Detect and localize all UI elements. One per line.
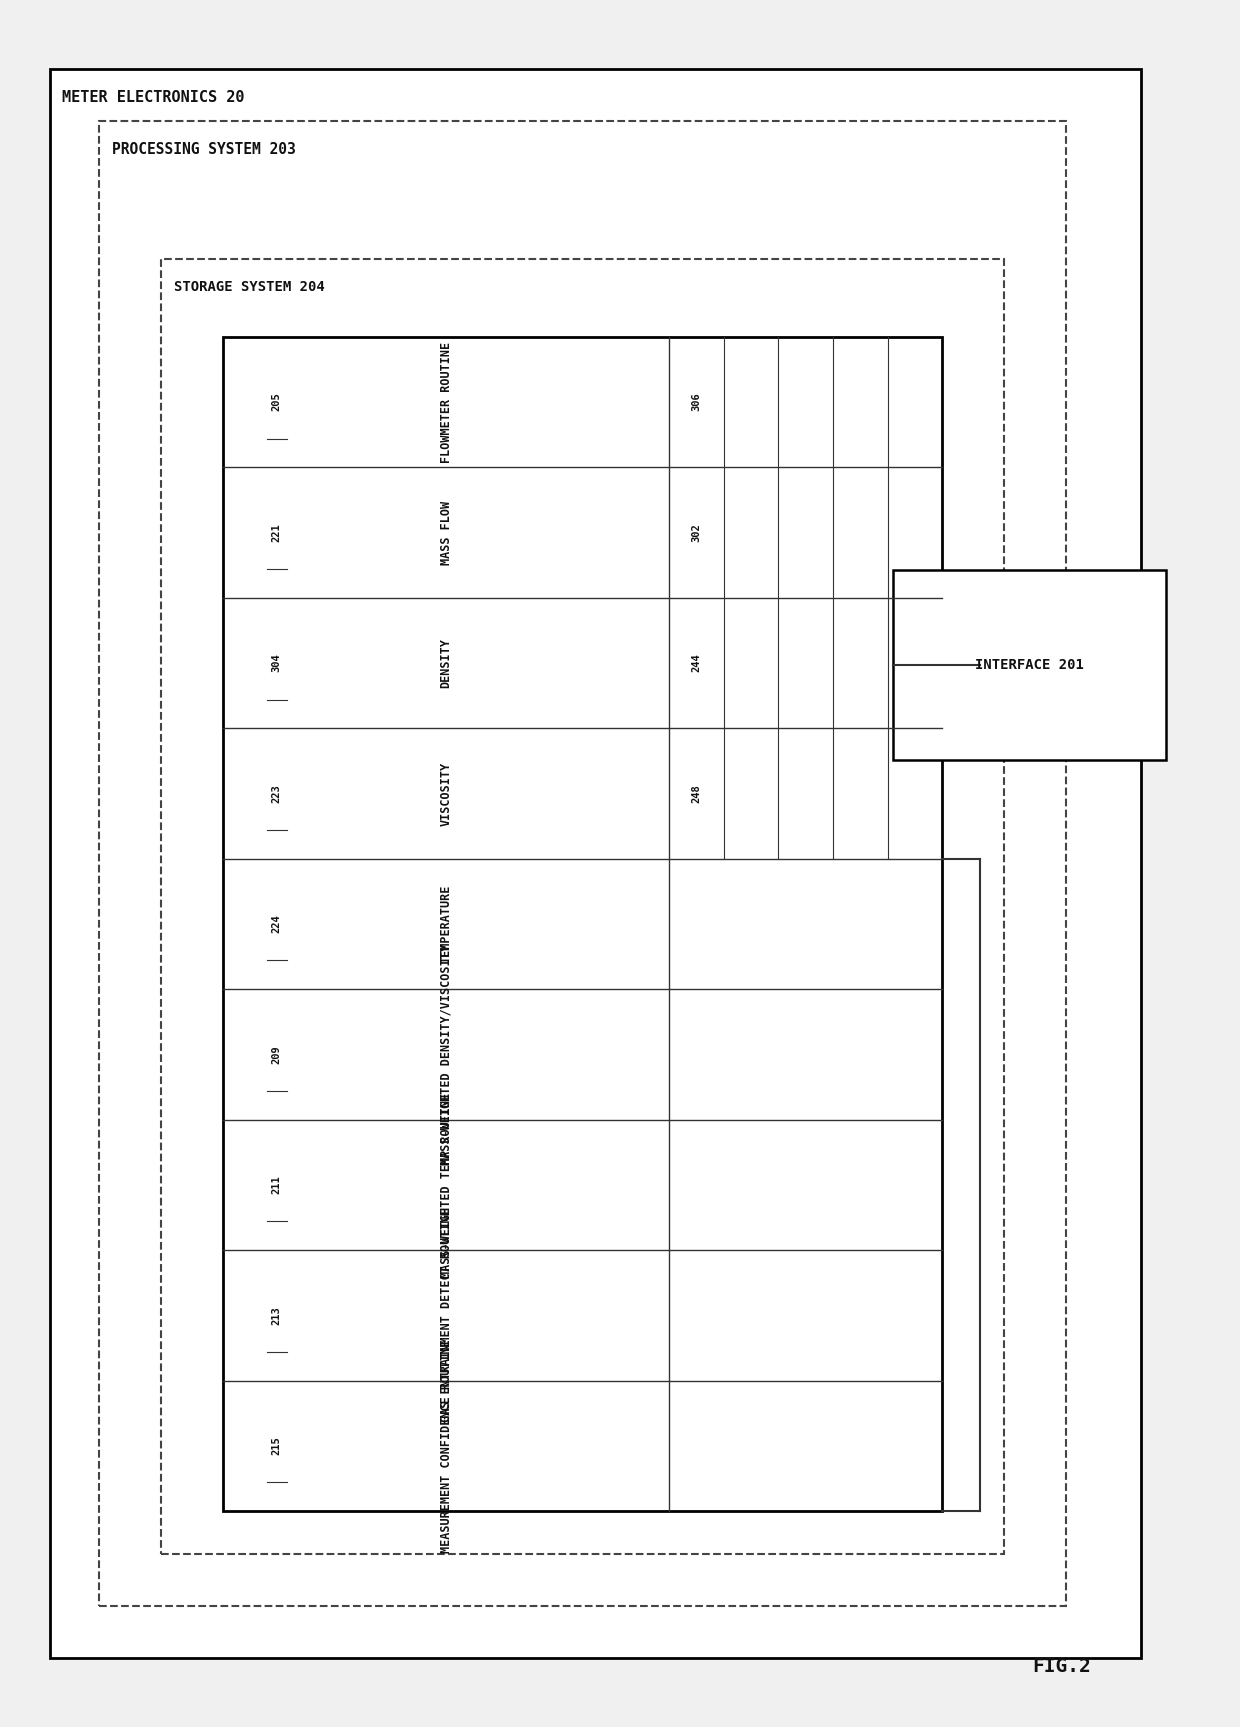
Text: 244: 244 [692, 653, 702, 672]
Bar [161, 259, 1004, 1554]
Text: GAS ENTRAINMENT DETECT ROUTINE: GAS ENTRAINMENT DETECT ROUTINE [440, 1209, 453, 1423]
Text: 215: 215 [272, 1437, 281, 1456]
Text: MEASUREMENT CONFIDENCE ROUTINE: MEASUREMENT CONFIDENCE ROUTINE [440, 1338, 453, 1553]
Text: TEMPERATURE: TEMPERATURE [440, 884, 453, 964]
Text: METER ELECTRONICS 20: METER ELECTRONICS 20 [62, 90, 244, 105]
Text: 223: 223 [272, 784, 281, 803]
Bar [99, 121, 1066, 1606]
Text: MASS-WEIGHTED TEMP ROUTINE: MASS-WEIGHTED TEMP ROUTINE [440, 1091, 453, 1278]
Text: FLOWMETER ROUTINE: FLOWMETER ROUTINE [440, 342, 453, 463]
Text: 205: 205 [272, 392, 281, 411]
Text: 209: 209 [272, 1045, 281, 1064]
Bar [50, 69, 1141, 1658]
Bar [223, 337, 942, 1511]
Text: 224: 224 [272, 915, 281, 933]
Text: 306: 306 [692, 392, 702, 411]
Bar [893, 570, 1166, 760]
Text: 221: 221 [272, 523, 281, 542]
Text: 304: 304 [272, 653, 281, 672]
Text: 213: 213 [272, 1306, 281, 1325]
Text: INTERFACE 201: INTERFACE 201 [975, 658, 1084, 672]
Text: VISCOSITY: VISCOSITY [440, 762, 453, 826]
Text: 211: 211 [272, 1176, 281, 1195]
Text: 302: 302 [692, 523, 702, 542]
Text: MASS-WEIGHTED DENSITY/VISCOSITY: MASS-WEIGHTED DENSITY/VISCOSITY [440, 945, 453, 1166]
Text: FIG.2: FIG.2 [1033, 1656, 1091, 1677]
Text: DENSITY: DENSITY [440, 637, 453, 687]
Text: PROCESSING SYSTEM 203: PROCESSING SYSTEM 203 [112, 142, 295, 157]
Text: 248: 248 [692, 784, 702, 803]
Text: STORAGE SYSTEM 204: STORAGE SYSTEM 204 [174, 280, 325, 294]
Text: MASS FLOW: MASS FLOW [440, 501, 453, 565]
